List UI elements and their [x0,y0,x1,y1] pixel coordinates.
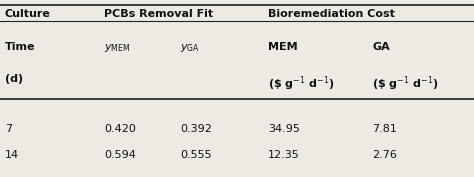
Text: 0.594: 0.594 [104,150,136,160]
Text: Culture: Culture [5,9,51,19]
Text: 2.76: 2.76 [372,150,397,160]
Text: (\$ g$^{-1}$ d$^{-1}$): (\$ g$^{-1}$ d$^{-1}$) [372,74,438,93]
Text: MEM: MEM [268,42,298,52]
Text: PCBs Removal Fit: PCBs Removal Fit [104,9,213,19]
Text: $y_\mathrm{MEM}$: $y_\mathrm{MEM}$ [104,42,131,55]
Text: 14: 14 [5,150,19,160]
Text: 0.420: 0.420 [104,124,136,134]
Text: 7: 7 [5,124,12,134]
Text: 7.81: 7.81 [372,124,397,134]
Text: Time: Time [5,42,35,52]
Text: $y_\mathrm{GA}$: $y_\mathrm{GA}$ [180,42,200,55]
Text: (d): (d) [5,74,23,84]
Text: 0.392: 0.392 [180,124,212,134]
Text: GA: GA [372,42,390,52]
Text: 34.95: 34.95 [268,124,300,134]
Text: Bioremediation Cost: Bioremediation Cost [268,9,395,19]
Text: 0.555: 0.555 [180,150,212,160]
Text: (\$ g$^{-1}$ d$^{-1}$): (\$ g$^{-1}$ d$^{-1}$) [268,74,334,93]
Text: 12.35: 12.35 [268,150,300,160]
